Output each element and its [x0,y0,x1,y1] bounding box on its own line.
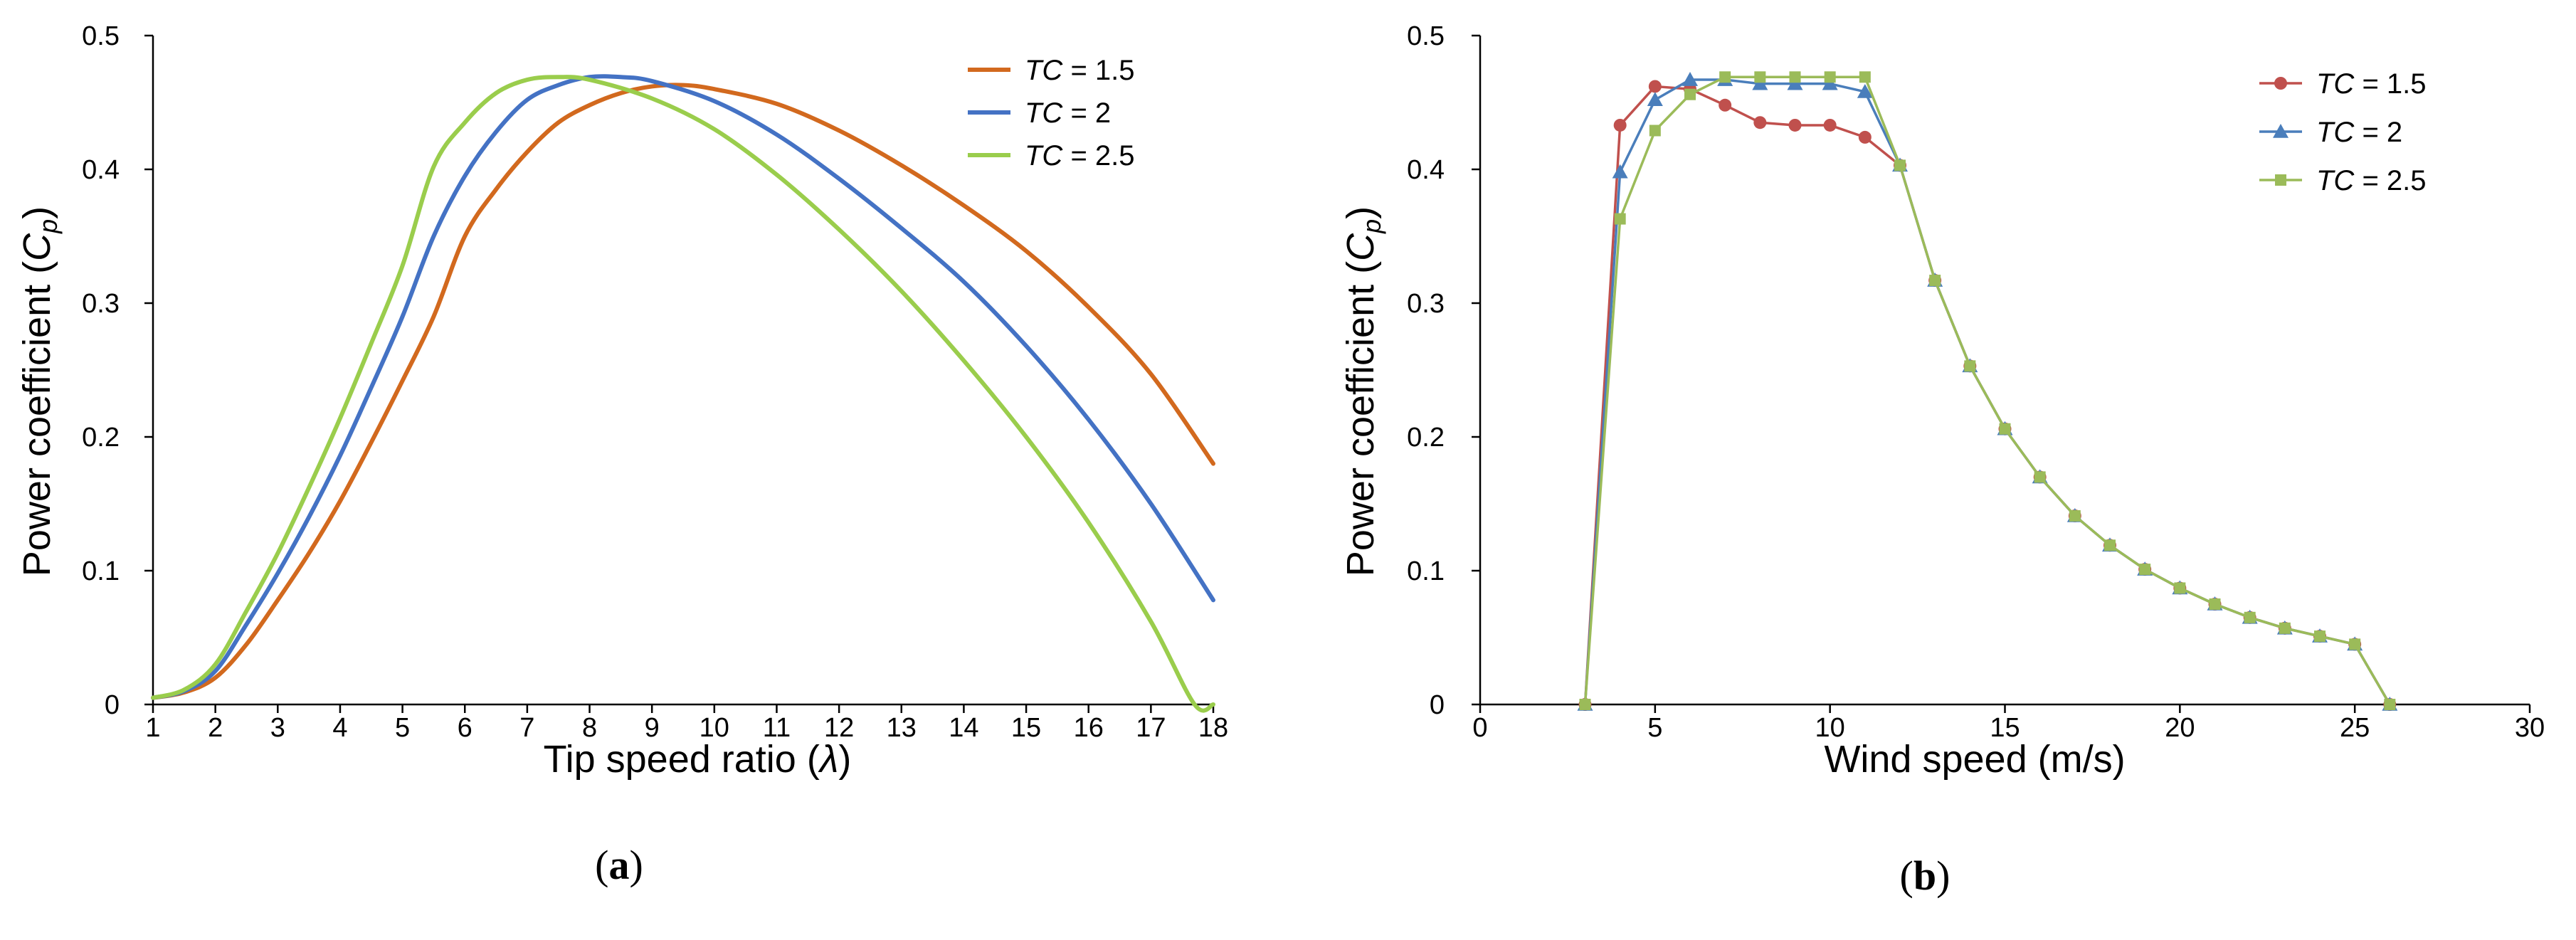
panel-b-x-axis-title: Wind speed (m/s) [1824,738,2125,781]
x-tick-label: 14 [949,713,978,743]
y-tick-label: 0.3 [1407,289,1445,319]
legend-marker [2273,124,2289,138]
x-tick-label: 5 [1647,713,1662,743]
data-point [1648,80,1662,93]
y-tick-label: 0.4 [1407,155,1445,185]
data-point [1682,72,1698,86]
data-point [2384,699,2396,710]
data-point [1787,75,1803,90]
legend-label: TC = 2 [1025,97,1111,129]
x-tick-label: 16 [1074,713,1104,743]
data-point [1823,118,1837,132]
data-point [1684,88,1696,100]
panel-b-chart: Power coefficient (Cp) Wind speed (m/s) … [1339,21,2545,899]
data-point [2139,564,2151,576]
y-tick-label: 0 [1430,690,1445,720]
panel-b-caption: (b) [1900,852,1951,899]
series-line-tc-2.5 [151,75,1215,713]
y-tick-label: 0.5 [1407,21,1445,51]
data-point [1859,71,1871,83]
data-point [1822,75,1838,90]
x-tick-label: 17 [1136,713,1166,743]
data-point [1753,116,1767,130]
panel-a-caption: (a) [595,842,643,888]
legend-label: TC = 2.5 [1025,140,1135,171]
legend-label: TC = 1.5 [2316,68,2427,100]
data-point [2174,582,2186,594]
legend-label: TC = 2.5 [2316,165,2427,196]
panel-a-chart: Power coefficient (Cp) Tip speed ratio (… [16,21,1228,888]
x-tick-label: 10 [1815,713,1845,743]
x-tick-label: 15 [1990,713,2020,743]
data-point [2349,638,2361,650]
data-point [2209,598,2221,610]
x-tick-label: 4 [332,713,347,743]
data-point [1647,92,1663,107]
y-tick-label: 0.1 [82,556,120,586]
y-tick-label: 0.3 [82,289,120,319]
x-tick-label: 12 [824,713,854,743]
legend-label: TC = 1.5 [1025,55,1135,86]
data-point [2244,611,2256,623]
x-tick-label: 13 [887,713,917,743]
data-point [1824,71,1836,83]
x-tick-label: 5 [395,713,410,743]
data-point [1649,125,1661,137]
data-point [1964,360,1976,372]
y-tick-label: 0.5 [82,21,120,51]
x-tick-label: 7 [519,713,534,743]
x-tick-label: 25 [2340,713,2370,743]
data-point [1789,71,1801,83]
x-tick-label: 10 [700,713,729,743]
series-line-tc-2 [1583,78,2391,705]
series-line-tc-1.5 [151,83,1215,700]
data-point [1719,71,1731,83]
x-tick-label: 8 [582,713,597,743]
data-point [1719,98,1732,112]
data-point [1929,275,1941,287]
y-tick-label: 0.2 [1407,423,1445,453]
data-point [2314,630,2326,643]
x-tick-label: 11 [763,713,791,743]
x-tick-label: 6 [458,713,473,743]
data-point [1754,71,1766,83]
data-point [1858,130,1872,144]
x-tick-label: 2 [208,713,223,743]
y-tick-label: 0.2 [82,423,120,453]
data-point [1857,83,1873,98]
y-tick-label: 0.4 [82,155,120,185]
panel-b-y-axis-title: Power coefficient (Cp) [1339,206,1386,576]
data-point [1788,118,1802,132]
x-tick-label: 1 [145,713,160,743]
series-line-tc-2.5 [1583,75,2391,705]
data-point [2104,539,2116,551]
x-tick-label: 9 [645,713,660,743]
panel-a-y-axis-title: Power coefficient (Cp) [16,206,63,576]
data-point [1579,699,1591,710]
data-point [2069,509,2081,522]
x-tick-label: 15 [1011,713,1041,743]
legend-marker [2274,77,2287,90]
data-point [1894,159,1906,171]
x-tick-label: 18 [1198,713,1228,743]
x-tick-label: 30 [2515,713,2545,743]
data-point [1999,423,2011,435]
series-line-tc-2 [151,74,1215,700]
y-tick-label: 0.1 [1407,556,1445,586]
legend-marker [2275,174,2286,186]
data-point [1613,118,1627,132]
data-point [1614,213,1626,225]
y-tick-label: 0 [105,690,120,720]
legend-label: TC = 2 [2316,117,2402,148]
data-point [1752,75,1768,90]
x-tick-label: 0 [1472,713,1487,743]
data-point [2279,622,2291,634]
x-tick-label: 3 [270,713,285,743]
data-point [2034,471,2046,483]
x-tick-label: 20 [2165,713,2195,743]
panel-a-x-axis-title: Tip speed ratio (λ) [544,738,852,781]
data-point [1612,164,1628,179]
